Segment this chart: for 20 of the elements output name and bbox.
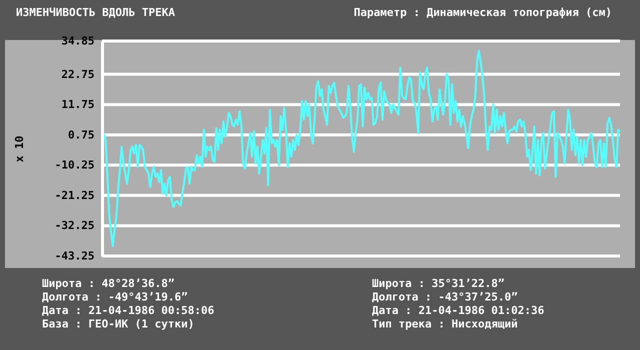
y-tick-label: -10.25 — [54, 158, 94, 172]
text: Широта : 35°31’22.8” — [372, 277, 504, 290]
y-tick-label: 34.85 — [61, 34, 94, 48]
text: Дата : 21-04-1986 00:58:06 — [42, 304, 215, 317]
y-tick-label: 22.75 — [61, 68, 94, 81]
chart-title: ИЗМЕНЧИВОСТЬ ВДОЛЬ ТРЕКА — [16, 6, 176, 19]
y-tick-label: -32.25 — [54, 219, 94, 232]
line-series — [101, 50, 621, 247]
y-tick-label: -43.25 — [54, 250, 94, 262]
y-tick-label: 0.75 — [68, 128, 94, 142]
text: Тип трека : Нисходящий — [372, 318, 518, 330]
text: Широта : 48°28’36.8” — [42, 277, 174, 290]
y-axis-title: x 10 — [12, 136, 26, 162]
text: Долгота : -49°43’19.6” — [42, 290, 188, 304]
text: Дата : 21-04-1986 01:02:36 — [372, 304, 545, 317]
text: Долгота : -43°37’25.0” — [372, 290, 518, 304]
chart-subtitle: Параметр : Динамическая топография (см) — [354, 6, 612, 19]
y-tick-label: 11.75 — [61, 98, 94, 112]
text: База : ГЕО-ИК (1 сутки) — [42, 318, 194, 330]
y-tick-label: -21.25 — [54, 188, 94, 202]
